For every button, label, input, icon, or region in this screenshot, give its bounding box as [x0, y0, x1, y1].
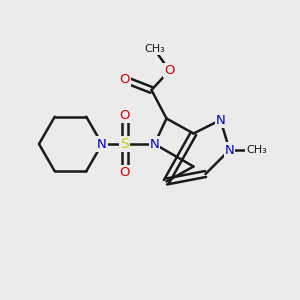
Text: O: O [119, 73, 130, 86]
Text: N: N [150, 137, 159, 151]
Text: O: O [119, 109, 130, 122]
Text: S: S [120, 137, 129, 151]
Text: N: N [225, 143, 234, 157]
Text: CH₃: CH₃ [144, 44, 165, 55]
Text: CH₃: CH₃ [246, 145, 267, 155]
Text: N: N [97, 137, 107, 151]
Text: O: O [119, 166, 130, 179]
Text: O: O [164, 64, 175, 77]
Text: N: N [216, 113, 225, 127]
